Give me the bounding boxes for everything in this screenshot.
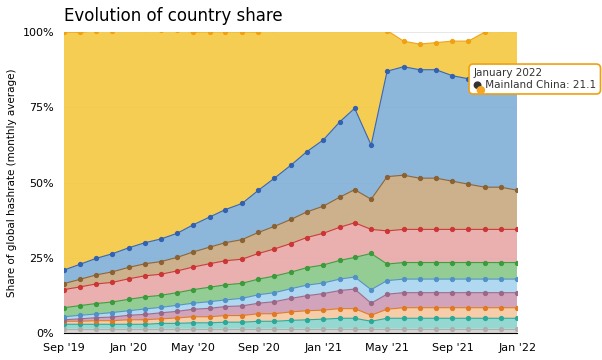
Text: Evolution of country share: Evolution of country share — [64, 7, 282, 25]
Y-axis label: Share of global hashrate (monthly average): Share of global hashrate (monthly averag… — [7, 68, 17, 297]
Text: ●: ● — [476, 85, 485, 95]
Text: January 2022
● Mainland China: 21.1: January 2022 ● Mainland China: 21.1 — [473, 68, 597, 90]
